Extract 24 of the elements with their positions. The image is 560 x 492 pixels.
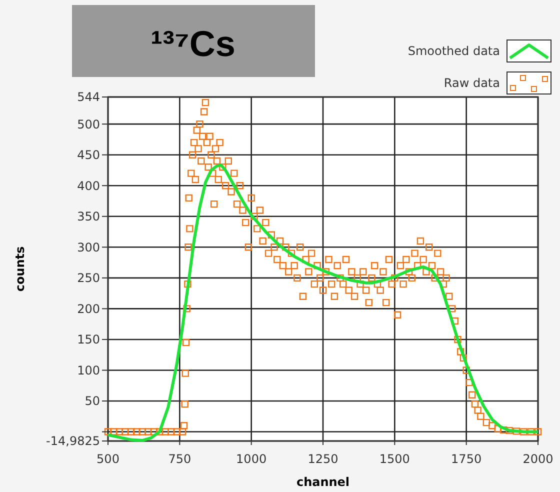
x-axis-title: channel <box>296 475 350 489</box>
y-axis-title: counts <box>13 246 27 292</box>
y-tick-label: 100 <box>77 363 100 378</box>
y-tick-label: 50 <box>84 394 100 408</box>
x-tick-label: 1500 <box>379 452 410 466</box>
x-tick-label: 500 <box>96 452 120 466</box>
legend-label: Raw data <box>444 76 500 90</box>
y-tick-label: 500 <box>77 117 100 132</box>
y-tick-label: 350 <box>77 210 100 224</box>
x-tick-label: 1000 <box>236 452 267 466</box>
y-tick-label: 544 <box>77 90 100 104</box>
y-tick-label: 250 <box>77 271 100 286</box>
x-tick-label: 1750 <box>451 452 482 466</box>
y-tick-label: 400 <box>77 178 100 193</box>
legend-label: Smoothed data <box>408 44 500 58</box>
x-tick-label: 1250 <box>308 452 338 466</box>
y-tick-label: 300 <box>77 240 100 254</box>
x-tick-label: 750 <box>168 452 192 466</box>
y-tick-label: -14,9825 <box>46 434 100 448</box>
y-tick-label: 200 <box>77 302 100 316</box>
chart-title: ¹³⁷Cs <box>150 23 236 64</box>
x-tick-label: 2000 <box>522 452 554 466</box>
y-tick-label: 450 <box>77 148 100 162</box>
y-tick-label: 150 <box>77 332 100 347</box>
